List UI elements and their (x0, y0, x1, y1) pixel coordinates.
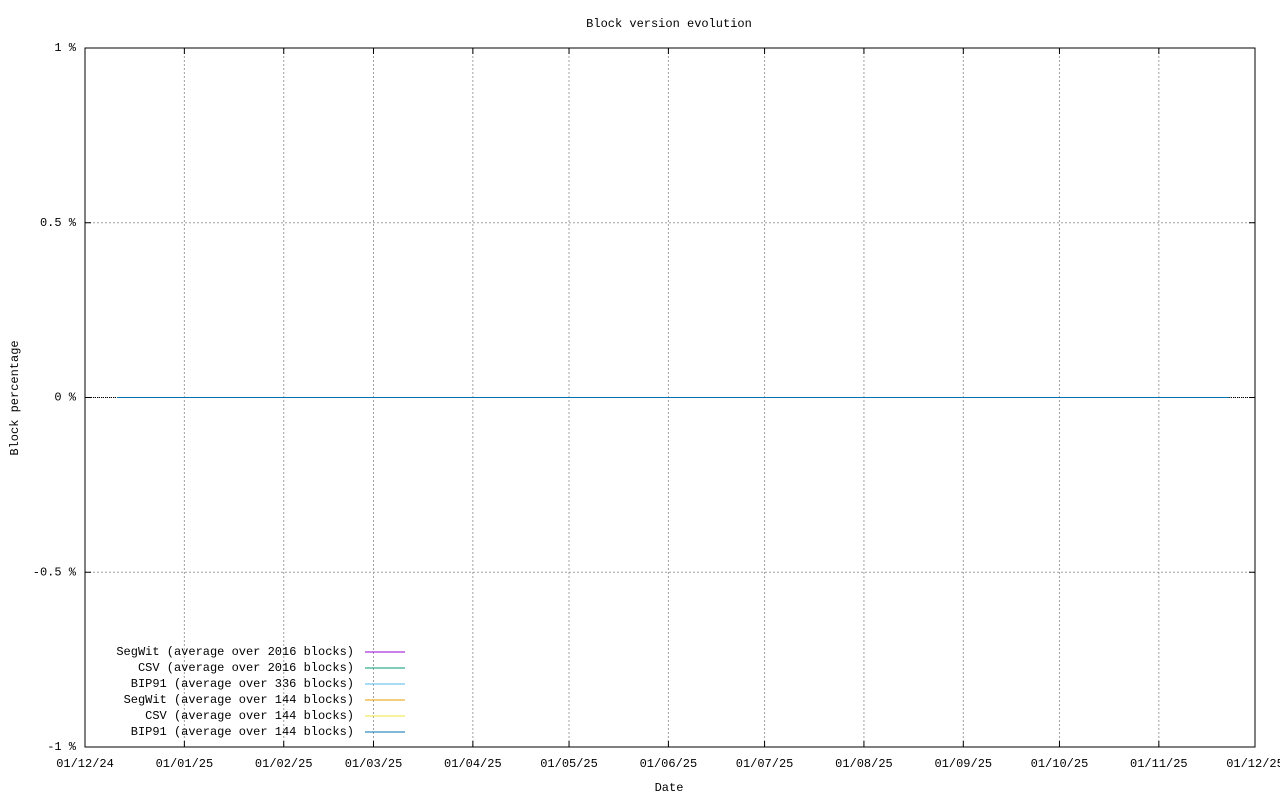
y-tick-label: 0.5 % (40, 216, 77, 230)
plot-border (84, 47, 1256, 748)
x-tick-label: 01/12/24 (56, 757, 114, 771)
legend-label: BIP91 (average over 144 blocks) (131, 725, 354, 739)
x-tick-label: 01/03/25 (345, 757, 403, 771)
legend-label: CSV (average over 2016 blocks) (138, 661, 354, 675)
x-tick-label: 01/08/25 (835, 757, 893, 771)
x-tick-label: 01/04/25 (444, 757, 502, 771)
x-tick-label: 01/12/25 (1226, 757, 1280, 771)
legend-label: SegWit (average over 144 blocks) (124, 693, 354, 707)
x-tick-label: 01/01/25 (156, 757, 214, 771)
x-tick-label: 01/02/25 (255, 757, 313, 771)
x-axis-label: Date (655, 781, 684, 795)
chart-title: Block version evolution (586, 17, 752, 31)
legend-label: CSV (average over 144 blocks) (145, 709, 354, 723)
y-tick-label: -1 % (47, 740, 77, 754)
x-tick-label: 01/05/25 (540, 757, 598, 771)
x-tick-label: 01/11/25 (1130, 757, 1188, 771)
y-tick-label: 0 % (54, 391, 76, 405)
y-axis-label: Block percentage (8, 340, 22, 455)
x-tick-label: 01/06/25 (640, 757, 698, 771)
x-tick-label: 01/10/25 (1031, 757, 1089, 771)
legend-label: SegWit (average over 2016 blocks) (116, 645, 354, 659)
y-tick-label: -0.5 % (33, 565, 77, 579)
legend-label: BIP91 (average over 336 blocks) (131, 677, 354, 691)
x-tick-label: 01/07/25 (736, 757, 794, 771)
y-tick-label: 1 % (54, 41, 76, 55)
x-tick-label: 01/09/25 (934, 757, 992, 771)
